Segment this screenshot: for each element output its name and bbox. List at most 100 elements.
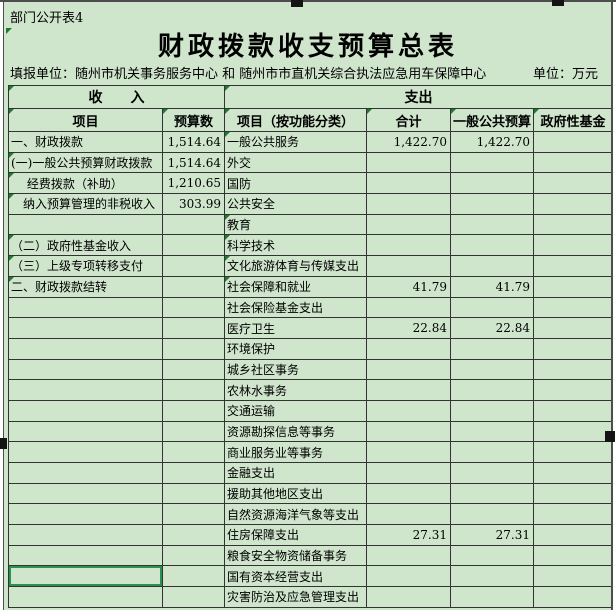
selection-handle-top-mid[interactable]: [291, 0, 303, 7]
income-item-cell[interactable]: [8, 482, 163, 505]
gov-fund-value-cell[interactable]: [533, 255, 612, 277]
general-budget-value-cell[interactable]: [450, 503, 534, 526]
income-value-cell[interactable]: [162, 565, 225, 588]
col-header-total[interactable]: 合计: [366, 108, 451, 132]
general-budget-value-cell[interactable]: 27.31: [450, 524, 534, 546]
gov-fund-value-cell[interactable]: [533, 462, 612, 484]
gov-fund-value-cell[interactable]: [533, 131, 612, 153]
general-budget-value-cell[interactable]: [450, 399, 534, 422]
total-value-cell[interactable]: [366, 379, 451, 401]
expense-item-cell[interactable]: 国有资本经营支出: [224, 565, 367, 588]
col-header-general-budget[interactable]: 一般公共预算: [450, 108, 534, 132]
gov-fund-value-cell[interactable]: [533, 565, 612, 588]
total-value-cell[interactable]: [366, 255, 451, 277]
total-value-cell[interactable]: [366, 544, 451, 567]
income-value-cell[interactable]: [162, 234, 225, 257]
gov-fund-value-cell[interactable]: [533, 296, 612, 319]
expense-item-cell[interactable]: 金融支出: [224, 462, 367, 484]
general-budget-value-cell[interactable]: [450, 462, 534, 484]
income-item-cell[interactable]: [8, 503, 163, 526]
gov-fund-value-cell[interactable]: [533, 337, 612, 360]
expense-item-cell[interactable]: 灾害防治及应急管理支出: [224, 586, 367, 608]
general-budget-value-cell[interactable]: 1,422.70: [450, 131, 534, 153]
income-value-cell[interactable]: [162, 317, 225, 339]
total-value-cell[interactable]: [366, 193, 451, 215]
expense-item-cell[interactable]: 援助其他地区支出: [224, 482, 367, 505]
total-value-cell[interactable]: [366, 337, 451, 360]
income-item-cell[interactable]: （三）上级专项转移支付: [8, 255, 163, 277]
income-item-cell[interactable]: [8, 586, 163, 608]
income-value-cell[interactable]: 303.99: [162, 193, 225, 215]
income-item-cell[interactable]: 二、财政拨款结转: [8, 275, 163, 298]
total-value-cell[interactable]: [366, 213, 451, 236]
income-value-cell[interactable]: [162, 296, 225, 319]
income-value-cell[interactable]: [162, 255, 225, 277]
general-budget-value-cell[interactable]: [450, 358, 534, 381]
expenditure-group-header[interactable]: 支出: [224, 85, 612, 109]
income-item-cell[interactable]: 纳入预算管理的非税收入: [8, 193, 163, 215]
gov-fund-value-cell[interactable]: [533, 399, 612, 422]
general-budget-value-cell[interactable]: [450, 544, 534, 567]
income-value-cell[interactable]: [162, 213, 225, 236]
income-item-cell[interactable]: [8, 462, 163, 484]
expense-item-cell[interactable]: 自然资源海洋气象等支出: [224, 503, 367, 526]
income-value-cell[interactable]: 1,210.65: [162, 172, 225, 195]
expense-item-cell[interactable]: 公共安全: [224, 193, 367, 215]
income-item-cell[interactable]: [8, 358, 163, 381]
income-value-cell[interactable]: [162, 337, 225, 360]
general-budget-value-cell[interactable]: [450, 193, 534, 215]
expense-item-cell[interactable]: 文化旅游体育与传媒支出: [224, 255, 367, 277]
total-value-cell[interactable]: 22.84: [366, 317, 451, 339]
income-value-cell[interactable]: [162, 441, 225, 463]
income-item-cell[interactable]: [8, 441, 163, 463]
selection-handle-left[interactable]: [0, 438, 7, 449]
income-item-cell[interactable]: （二）政府性基金收入: [8, 234, 163, 257]
gov-fund-value-cell[interactable]: [533, 420, 612, 443]
income-value-cell[interactable]: [162, 420, 225, 443]
income-value-cell[interactable]: [162, 379, 225, 401]
income-item-cell[interactable]: [8, 296, 163, 319]
income-item-cell[interactable]: [8, 317, 163, 339]
total-value-cell[interactable]: 1,422.70: [366, 131, 451, 153]
income-item-cell[interactable]: [8, 544, 163, 567]
general-budget-value-cell[interactable]: [450, 213, 534, 236]
total-value-cell[interactable]: [366, 462, 451, 484]
total-value-cell[interactable]: [366, 586, 451, 608]
income-value-cell[interactable]: [162, 358, 225, 381]
general-budget-value-cell[interactable]: [450, 379, 534, 401]
gov-fund-value-cell[interactable]: [533, 275, 612, 298]
general-budget-value-cell[interactable]: [450, 296, 534, 319]
income-value-cell[interactable]: [162, 544, 225, 567]
general-budget-value-cell[interactable]: [450, 337, 534, 360]
income-item-cell[interactable]: [8, 213, 163, 236]
expense-item-cell[interactable]: 一般公共服务: [224, 131, 367, 153]
total-value-cell[interactable]: [366, 441, 451, 463]
general-budget-value-cell[interactable]: [450, 255, 534, 277]
total-value-cell[interactable]: [366, 296, 451, 319]
general-budget-value-cell[interactable]: [450, 565, 534, 588]
expense-item-cell[interactable]: 教育: [224, 213, 367, 236]
income-item-cell[interactable]: 一、财政拨款: [8, 131, 163, 153]
general-budget-value-cell[interactable]: [450, 172, 534, 195]
expense-item-cell[interactable]: 农林水事务: [224, 379, 367, 401]
total-value-cell[interactable]: [366, 565, 451, 588]
gov-fund-value-cell[interactable]: [533, 379, 612, 401]
general-budget-value-cell[interactable]: 41.79: [450, 275, 534, 298]
total-value-cell[interactable]: [366, 503, 451, 526]
expense-item-cell[interactable]: 医疗卫生: [224, 317, 367, 339]
income-value-cell[interactable]: [162, 482, 225, 505]
total-value-cell[interactable]: [366, 482, 451, 505]
income-value-cell[interactable]: [162, 462, 225, 484]
income-value-cell[interactable]: [162, 399, 225, 422]
general-budget-value-cell[interactable]: [450, 151, 534, 174]
col-header-income-item[interactable]: 项目: [8, 108, 163, 132]
expense-item-cell[interactable]: 社会保险基金支出: [224, 296, 367, 319]
total-value-cell[interactable]: 41.79: [366, 275, 451, 298]
general-budget-value-cell[interactable]: [450, 586, 534, 608]
expense-item-cell[interactable]: 国防: [224, 172, 367, 195]
gov-fund-value-cell[interactable]: [533, 358, 612, 381]
income-item-cell[interactable]: [8, 399, 163, 422]
gov-fund-value-cell[interactable]: [533, 544, 612, 567]
selection-handle-top-right[interactable]: [552, 0, 564, 6]
gov-fund-value-cell[interactable]: [533, 524, 612, 546]
